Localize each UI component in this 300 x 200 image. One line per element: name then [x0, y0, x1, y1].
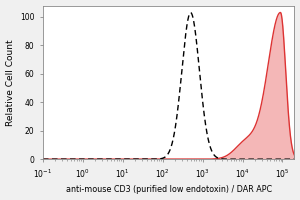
X-axis label: anti-mouse CD3 (purified low endotoxin) / DAR APC: anti-mouse CD3 (purified low endotoxin) … — [66, 185, 272, 194]
Y-axis label: Relative Cell Count: Relative Cell Count — [6, 39, 15, 126]
